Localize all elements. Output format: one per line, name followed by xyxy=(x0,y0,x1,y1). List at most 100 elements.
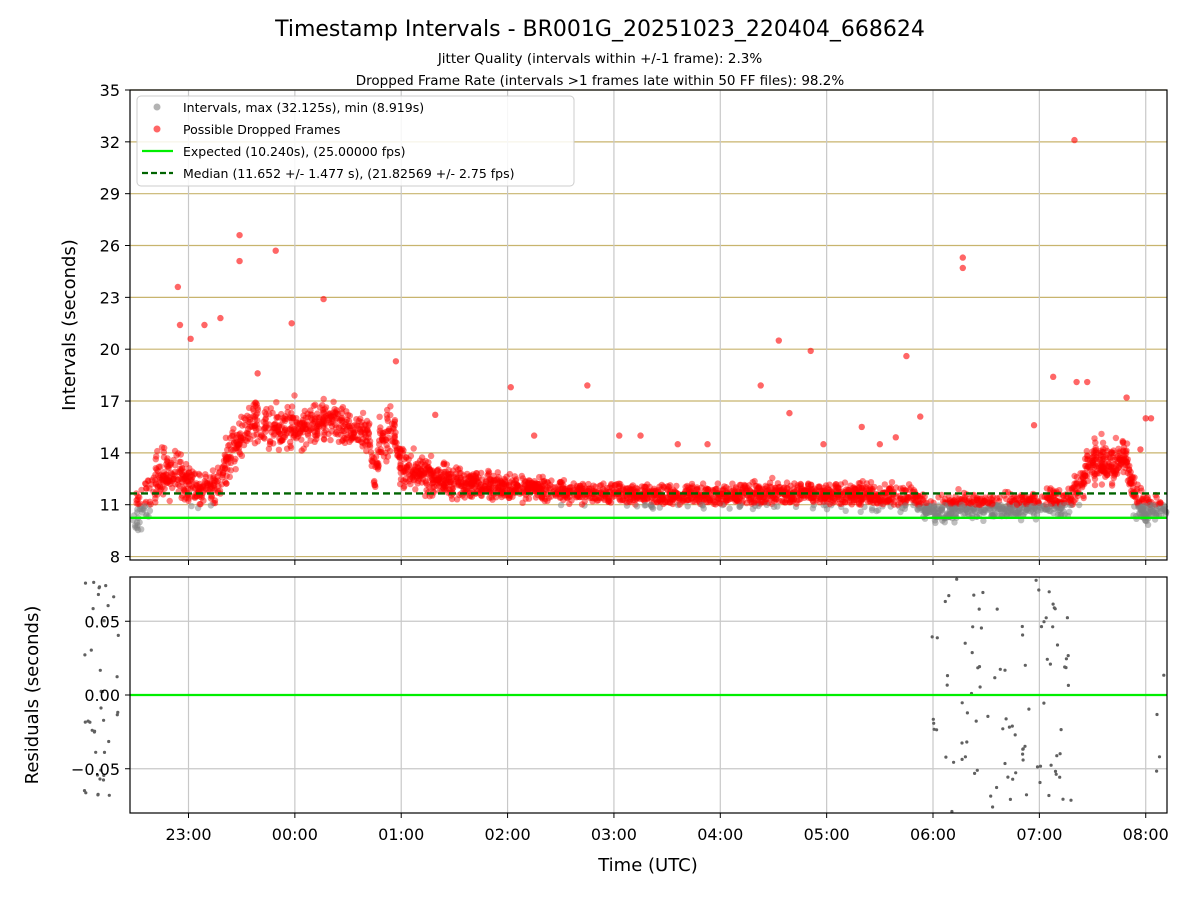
legend-label-expected: Expected (10.240s), (25.00000 fps) xyxy=(183,144,405,159)
dropped-frame-point xyxy=(984,499,991,506)
dropped-frame-point xyxy=(600,480,607,487)
interval-point xyxy=(1046,503,1053,510)
dropped-frame-point xyxy=(185,469,193,476)
dropped-frame-point xyxy=(1111,470,1119,478)
dropped-frame-point xyxy=(1070,498,1077,505)
dropped-frame-point xyxy=(1012,495,1020,503)
dropped-frame-point xyxy=(270,421,278,428)
residual-point xyxy=(90,728,94,732)
residual-point xyxy=(115,713,119,717)
dropped-frame-point xyxy=(1096,461,1104,468)
dropped-frame-point xyxy=(376,441,383,448)
dropped-frame-point xyxy=(159,475,166,482)
dropped-frame-point xyxy=(242,436,249,443)
dropped-frame-point xyxy=(251,440,259,447)
interval-point xyxy=(1012,509,1019,517)
dropped-frame-point xyxy=(532,494,540,501)
dropped-frame-point xyxy=(366,420,373,427)
residual-point xyxy=(950,809,954,814)
dropped-frame-point xyxy=(507,384,514,391)
dropped-frame-point xyxy=(486,475,494,483)
dropped-frame-point xyxy=(239,422,246,429)
dropped-frame-point xyxy=(558,479,565,486)
dropped-frame-point xyxy=(331,405,338,413)
dropped-frame-point xyxy=(211,482,218,490)
dropped-frame-point xyxy=(399,449,406,457)
dropped-frame-point xyxy=(427,452,435,460)
residual-point xyxy=(1155,712,1159,717)
dropped-frame-point xyxy=(153,466,160,473)
residual-point xyxy=(116,633,120,638)
residual-point xyxy=(99,706,103,710)
dropped-frame-point xyxy=(135,500,142,508)
dropped-frame-point xyxy=(834,493,842,500)
dropped-frame-point xyxy=(903,496,911,503)
interval-point xyxy=(857,508,864,515)
dropped-frame-point xyxy=(312,432,320,439)
dropped-frame-point xyxy=(779,498,787,505)
dropped-frame-point xyxy=(291,392,298,399)
dropped-frame-point xyxy=(858,423,865,431)
dropped-frame-point xyxy=(223,480,230,487)
dropped-frame-point xyxy=(296,430,303,437)
residual-point xyxy=(1008,797,1013,802)
dropped-frame-point xyxy=(855,480,863,487)
residual-point xyxy=(1051,625,1055,629)
dropped-frame-point xyxy=(222,434,230,441)
dropped-frame-point xyxy=(217,314,224,322)
dropped-frame-point xyxy=(1083,447,1091,455)
interval-point xyxy=(1149,502,1157,509)
dropped-frame-point xyxy=(615,483,623,491)
dropped-frame-point xyxy=(1049,373,1057,381)
dropped-frame-point xyxy=(176,321,184,329)
dropped-frame-point xyxy=(284,403,291,411)
dropped-frame-point xyxy=(1145,496,1152,503)
dropped-frame-point xyxy=(1126,471,1133,478)
top-x-ticks xyxy=(187,560,1147,565)
dropped-frame-point xyxy=(1097,452,1105,459)
dropped-frame-point xyxy=(304,432,312,439)
residual-point xyxy=(943,599,947,604)
dropped-frame-point xyxy=(955,495,963,502)
interval-point xyxy=(991,511,998,518)
dropped-frame-point xyxy=(723,484,730,491)
interval-point xyxy=(921,506,928,513)
residual-point xyxy=(101,778,106,782)
dropped-frame-point xyxy=(644,495,651,503)
dropped-frame-point xyxy=(1013,501,1021,508)
legend-marker-intervals xyxy=(153,103,161,111)
dropped-frame-point xyxy=(457,470,464,477)
dropped-frame-point xyxy=(298,447,305,454)
dropped-frame-point xyxy=(714,480,721,487)
dropped-frame-point xyxy=(585,485,593,493)
dropped-frame-point xyxy=(400,484,407,491)
residual-point xyxy=(94,750,98,754)
dropped-frame-point xyxy=(397,469,404,476)
residual-point xyxy=(1045,657,1049,661)
dropped-frame-point xyxy=(1079,482,1086,489)
dropped-frame-point xyxy=(346,412,353,419)
dropped-frame-point xyxy=(921,493,928,500)
dropped-frame-point xyxy=(775,484,783,491)
dropped-frame-point xyxy=(262,423,270,430)
residual-point xyxy=(975,768,979,772)
dropped-frame-point xyxy=(470,477,477,485)
dropped-frame-point xyxy=(1084,378,1091,386)
residual-point xyxy=(1021,633,1025,637)
top-reference-lines xyxy=(130,492,1167,520)
interval-point xyxy=(726,505,733,512)
dropped-frame-point xyxy=(143,484,150,492)
interval-point xyxy=(1028,503,1036,510)
dropped-frame-point xyxy=(338,437,346,445)
residual-point xyxy=(989,794,993,798)
dropped-frame-point xyxy=(420,470,427,477)
dropped-frame-point xyxy=(391,434,398,442)
dropped-frame-point xyxy=(227,467,235,474)
dropped-frame-point xyxy=(1092,470,1099,478)
x-tick-label: 23:00 xyxy=(165,825,211,844)
dropped-frame-point xyxy=(330,398,337,405)
x-tick-label: 07:00 xyxy=(1016,825,1062,844)
residual-point xyxy=(944,755,948,759)
residual-point xyxy=(965,740,969,744)
dropped-frame-point xyxy=(468,482,475,490)
